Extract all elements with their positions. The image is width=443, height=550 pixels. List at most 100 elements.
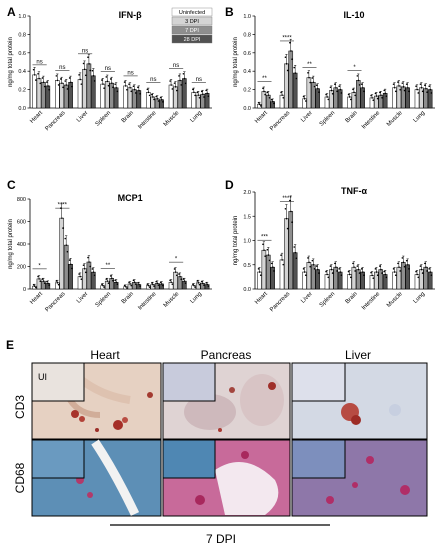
data-point bbox=[57, 283, 60, 286]
significance-label: ns bbox=[59, 65, 65, 71]
data-point bbox=[289, 41, 291, 44]
data-point bbox=[184, 82, 187, 85]
data-point bbox=[397, 81, 399, 83]
data-point bbox=[103, 87, 105, 89]
data-point bbox=[184, 282, 187, 284]
data-point bbox=[160, 98, 163, 101]
data-point bbox=[116, 90, 119, 93]
data-point bbox=[362, 271, 364, 273]
data-point bbox=[363, 90, 365, 93]
y-tick-label: 1.0 bbox=[18, 14, 26, 20]
data-point bbox=[421, 90, 424, 93]
x-tick-label: Intestine bbox=[137, 110, 158, 131]
data-point bbox=[139, 285, 141, 287]
data-point bbox=[115, 281, 118, 284]
data-point bbox=[381, 96, 383, 99]
significance-label: ns bbox=[127, 70, 133, 76]
data-point bbox=[408, 268, 410, 270]
data-point bbox=[183, 280, 186, 282]
data-point bbox=[304, 100, 307, 102]
data-point bbox=[87, 56, 89, 59]
data-point bbox=[171, 283, 174, 285]
data-point bbox=[47, 85, 49, 87]
significance-label: **** bbox=[282, 196, 292, 202]
y-axis-label: ng/mg total protein bbox=[8, 37, 14, 87]
data-point bbox=[338, 268, 341, 270]
data-point bbox=[383, 270, 386, 273]
micrograph-cd68-liver bbox=[291, 439, 428, 517]
x-tick-label: Liver bbox=[300, 291, 313, 304]
y-tick-label: 0.2 bbox=[18, 88, 26, 94]
data-point bbox=[182, 73, 185, 75]
data-point bbox=[375, 271, 378, 273]
data-point bbox=[84, 74, 87, 77]
bar-lung bbox=[200, 283, 205, 290]
data-point bbox=[134, 283, 137, 285]
data-point bbox=[83, 68, 86, 71]
data-point bbox=[398, 85, 400, 87]
inset-uninfected bbox=[291, 362, 346, 402]
data-point bbox=[407, 263, 409, 266]
y-tick-label: 1.0 bbox=[243, 239, 251, 245]
data-point bbox=[302, 95, 305, 98]
data-point bbox=[425, 87, 427, 90]
data-point bbox=[307, 71, 309, 74]
data-point bbox=[156, 282, 159, 285]
data-point bbox=[207, 285, 210, 287]
data-point bbox=[401, 82, 404, 84]
data-point bbox=[148, 286, 151, 288]
bar-spleen bbox=[104, 280, 110, 290]
y-tick-label: 0.8 bbox=[243, 32, 251, 38]
data-point bbox=[91, 69, 94, 72]
significance-label: ns bbox=[196, 77, 202, 83]
x-tick-label: Liver bbox=[76, 291, 89, 304]
data-point bbox=[175, 89, 178, 92]
x-tick-label: Brain bbox=[345, 110, 359, 124]
data-point bbox=[155, 95, 158, 98]
data-point bbox=[133, 88, 136, 91]
data-point bbox=[84, 271, 87, 274]
legend-label: 7 DPI bbox=[185, 28, 199, 34]
data-point bbox=[358, 272, 361, 274]
row-label-cd68: CD68 bbox=[13, 462, 27, 493]
data-point bbox=[263, 90, 265, 93]
significance-label: ** bbox=[106, 263, 111, 269]
data-point bbox=[123, 81, 126, 83]
data-point bbox=[340, 274, 343, 277]
data-point bbox=[372, 277, 375, 279]
inset-uninfected bbox=[31, 439, 85, 479]
data-point bbox=[105, 278, 108, 280]
data-point bbox=[262, 243, 264, 246]
data-point bbox=[178, 273, 180, 275]
data-point bbox=[65, 244, 68, 246]
data-point bbox=[263, 249, 265, 251]
data-point bbox=[182, 278, 185, 280]
data-point bbox=[111, 82, 113, 84]
data-point bbox=[205, 282, 207, 284]
data-point bbox=[354, 94, 356, 97]
data-point bbox=[392, 83, 395, 85]
data-point bbox=[162, 101, 164, 103]
panel-letter: C bbox=[7, 178, 16, 192]
data-point bbox=[381, 272, 383, 274]
data-point bbox=[194, 286, 196, 288]
data-point bbox=[340, 92, 343, 94]
bar-brain bbox=[132, 282, 137, 290]
y-tick-label: 600 bbox=[17, 220, 26, 226]
data-point bbox=[309, 81, 311, 84]
data-point bbox=[295, 257, 298, 260]
data-point bbox=[64, 80, 67, 82]
data-point bbox=[79, 78, 82, 81]
data-point bbox=[173, 268, 176, 270]
data-point bbox=[139, 92, 141, 95]
data-point bbox=[180, 84, 183, 86]
data-point bbox=[352, 88, 354, 91]
data-point bbox=[33, 285, 36, 287]
significance-label: *** bbox=[261, 235, 269, 241]
data-point bbox=[171, 88, 174, 90]
data-point bbox=[35, 286, 37, 289]
data-point bbox=[317, 87, 319, 90]
data-point bbox=[162, 284, 164, 287]
data-point bbox=[193, 91, 195, 94]
significance-label: ns bbox=[36, 59, 42, 65]
